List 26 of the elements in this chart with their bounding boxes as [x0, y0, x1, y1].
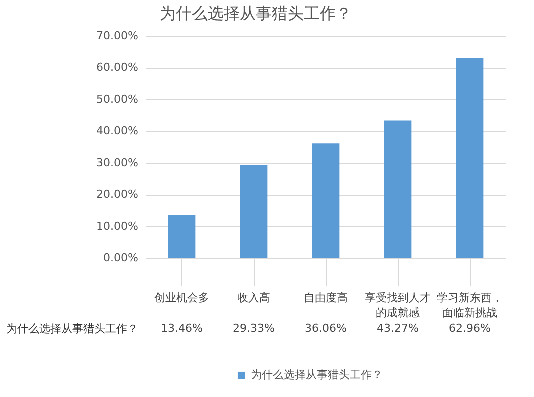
y-tick-label: 10.00% [96, 220, 138, 233]
bar [456, 58, 484, 258]
y-tick-label: 30.00% [96, 156, 138, 170]
chart-title: 为什么选择从事猎头工作？ [160, 4, 352, 23]
data-label: 43.27% [377, 322, 419, 335]
bar [240, 164, 268, 258]
x-tick-label: 享受找到人才的成就感 [365, 292, 431, 320]
bar [384, 120, 412, 258]
x-tick-label: 创业机会多 [154, 292, 210, 304]
chart-title: 为什么选择从事猎头工作？ [6, 322, 138, 336]
y-tick-label: 70.00% [96, 30, 138, 42]
data-label: 29.33% [233, 322, 275, 335]
x-tick-label: 收入高 [238, 292, 270, 304]
data-label: 36.06% [305, 322, 347, 335]
bar [312, 144, 340, 258]
y-tick-label: 50.00% [96, 92, 138, 106]
x-tick-label: 自由度高 [304, 292, 348, 304]
bar [168, 215, 196, 258]
y-tick-label: 40.00% [96, 124, 138, 138]
data-label: 13.46% [161, 322, 203, 335]
y-tick-label: 0.00% [104, 252, 138, 264]
y-tick-label: 20.00% [96, 188, 138, 202]
x-tick-label: 学习新东西，面临新挑战 [437, 292, 503, 320]
legend-label: 为什么选择从事猎头工作？ [251, 368, 383, 382]
y-tick-label: 60.00% [96, 61, 138, 74]
data-label: 62.96% [449, 322, 491, 335]
